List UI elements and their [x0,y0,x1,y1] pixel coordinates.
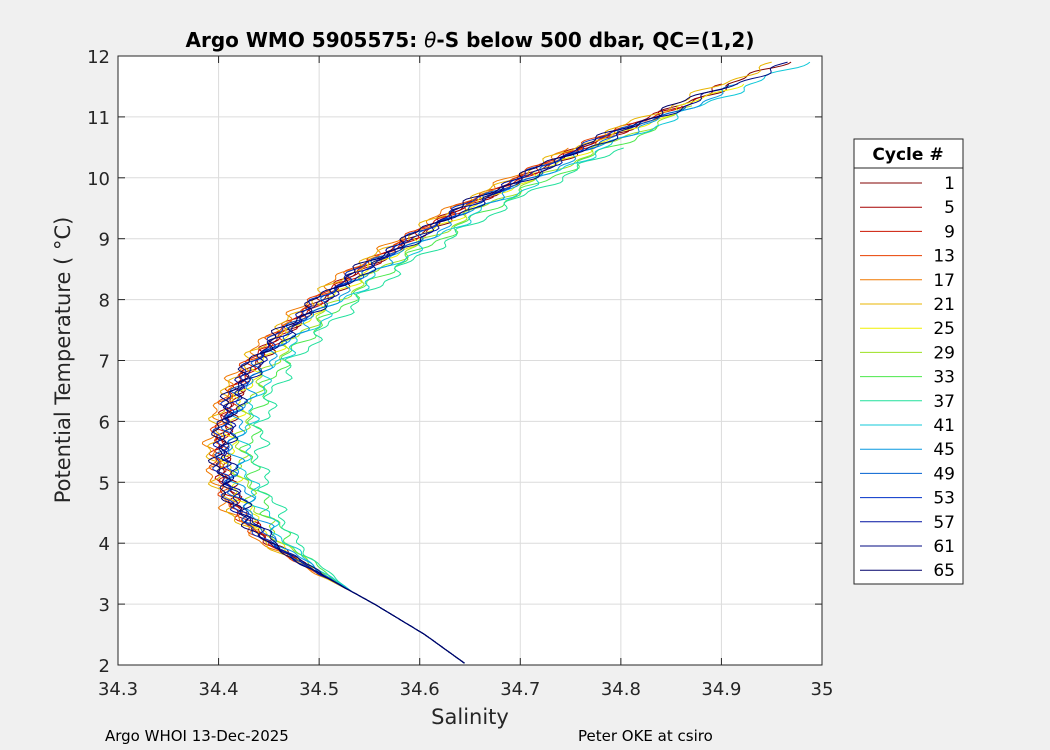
legend-entry-label: 1 [944,174,955,194]
y-tick-label: 11 [87,108,110,129]
legend-entry-label: 9 [944,222,955,242]
axis-ticks [117,55,823,666]
y-tick-label: 12 [87,47,110,68]
legend-entry-label: 65 [933,561,955,581]
y-axis-label: Potential Temperature ( °C) [51,217,75,504]
legend-box [853,138,964,585]
footer-left-text: Argo WHOI 13-Dec-2025 [105,727,289,745]
footer-right-text: Peter OKE at csiro [578,727,713,745]
legend-entry-label: 17 [933,271,955,291]
legend-entry-label: 25 [933,319,955,339]
x-tick-label: 34.3 [98,679,138,700]
y-tick-label: 8 [99,291,110,312]
x-tick-label: 35 [811,679,834,700]
tick-labels: 34.3 34.4 34.5 34.6 34.7 34.8 34.9 35 2 3 4 5 6 7 8 9 10… [87,47,833,700]
y-tick-label: 4 [99,534,110,555]
legend-entry-label: 53 [933,489,955,509]
legend-entry-label: 37 [933,392,955,412]
legend-entry-label: 49 [933,464,955,484]
x-tick-label: 34.7 [500,679,540,700]
profile-line-cycle-49 [214,105,687,664]
legend-title: Cycle # [872,145,943,165]
legend-entry-label: 29 [933,343,955,363]
y-tick-label: 6 [99,412,110,433]
y-tick-label: 10 [87,169,110,190]
legend: Cycle # 1 5 9 13 17 21 25 29 33 37 41 45 49 53 57 61 65 [853,138,964,585]
x-tick-label: 34.5 [299,679,339,700]
legend-entry-label: 45 [933,440,955,460]
y-tick-label: 5 [99,473,110,494]
legend-entry-label: 57 [933,513,955,533]
profile-line-cycle-65 [207,83,729,664]
y-tick-label: 2 [99,656,110,677]
x-tick-label: 34.4 [199,679,239,700]
profile-line-cycle-37 [251,147,624,664]
profile-line-cycle-61 [220,61,788,664]
y-tick-label: 7 [99,352,110,373]
legend-entry-label: 5 [944,198,955,218]
legend-entry-label: 61 [933,537,955,557]
legend-entry-label: 21 [933,295,955,315]
legend-entry-label: 33 [933,368,955,388]
x-tick-label: 34.8 [601,679,641,700]
x-axis-label: Salinity [431,705,509,729]
x-tick-label: 34.9 [701,679,741,700]
legend-entry-label: 41 [933,416,955,436]
legend-entry-label: 13 [933,247,955,267]
chart-title: Argo WMO 5905575: θ-S below 500 dbar, QC… [186,28,755,52]
legend-entries: 1 5 9 13 17 21 25 29 33 37 41 45 49 53 57 61 65 [860,174,955,581]
profile-lines [201,61,811,664]
y-tick-label: 3 [99,595,110,616]
x-tick-label: 34.6 [400,679,440,700]
y-tick-label: 9 [99,230,110,251]
